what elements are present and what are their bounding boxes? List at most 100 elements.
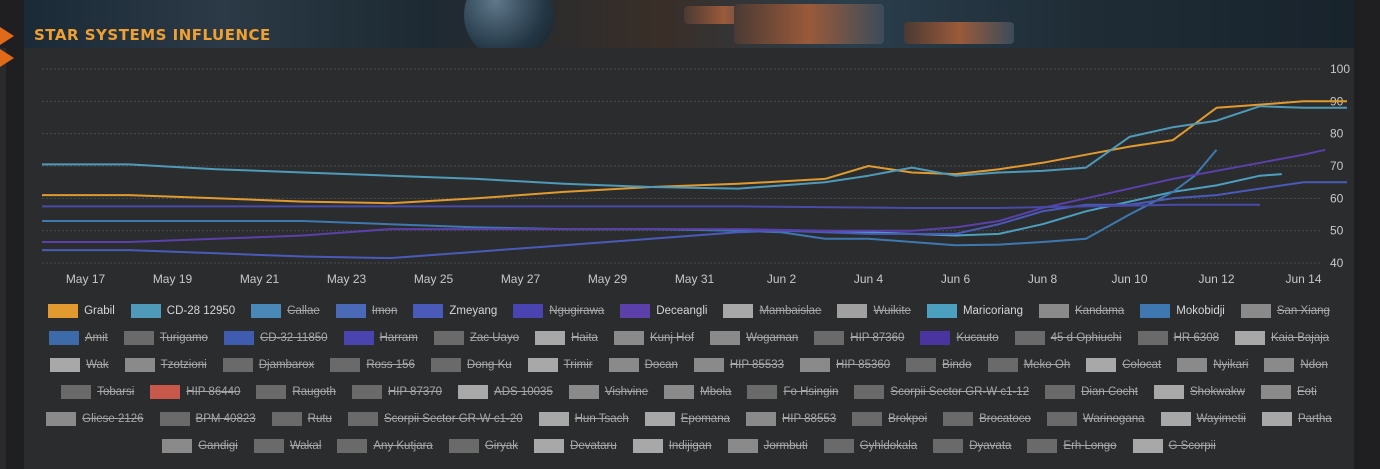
legend-item[interactable]: HIP 85360 (800, 358, 890, 372)
legend-item[interactable]: Brocatoco (943, 412, 1031, 426)
legend-item[interactable]: Partha (1261, 412, 1332, 426)
legend-item[interactable]: Turigamo (123, 331, 208, 345)
legend-item[interactable]: Nyikari (1177, 358, 1248, 372)
legend-item[interactable]: Jormbuti (727, 439, 808, 453)
legend-item[interactable]: 45 d Ophiuchi (1014, 331, 1122, 345)
series-line-mokobidji[interactable] (42, 149, 1218, 247)
legend-item[interactable]: Zac Uayo (433, 331, 519, 345)
legend-item[interactable]: Tobarsi (61, 385, 134, 399)
legend-item[interactable]: Mbola (664, 385, 731, 399)
legend-item[interactable]: Trimir (527, 358, 593, 372)
legend-item[interactable]: Bindo (906, 358, 972, 372)
legend-item[interactable]: Grabil (48, 304, 115, 318)
legend-item[interactable]: Mambaislae (723, 304, 821, 318)
legend-item[interactable]: Callae (251, 304, 320, 318)
legend-swatch (538, 412, 569, 426)
y-tick-label: 40 (1330, 256, 1344, 270)
legend-item[interactable]: Dian Cocht (1045, 385, 1138, 399)
legend-item[interactable]: Dong Ku (430, 358, 512, 372)
legend-item[interactable]: Deceangli (620, 304, 707, 318)
legend-item[interactable]: Kunj Hof (613, 331, 694, 345)
legend-item[interactable]: Rutu (271, 412, 332, 426)
legend-item[interactable]: Eoti (1260, 385, 1317, 399)
legend-item[interactable]: Amit (48, 331, 108, 345)
legend-swatch (1039, 304, 1070, 318)
legend-item[interactable]: Wayimetii (1160, 412, 1246, 426)
legend-item[interactable]: Dyavata (933, 439, 1011, 453)
x-tick-label: Jun 14 (1285, 272, 1321, 286)
legend-item[interactable]: Ngugirawa (513, 304, 604, 318)
legend-label: Nyikari (1213, 359, 1249, 371)
legend-item[interactable]: Raugoth (256, 385, 336, 399)
legend-item[interactable]: San Xiang (1240, 304, 1330, 318)
legend-label: CD-28 12950 (166, 305, 236, 317)
legend-item[interactable]: Devataru (534, 439, 617, 453)
legend-item[interactable]: ADS 10035 (458, 385, 553, 399)
legend-item[interactable]: Wogaman (710, 331, 798, 345)
legend-label: Haita (571, 332, 598, 344)
series-line-cd-28-12950[interactable] (42, 105, 1347, 190)
legend-item[interactable]: Scorpii Sector GR-W c1-20 (347, 412, 523, 426)
legend-item[interactable]: G Scorpii (1132, 439, 1216, 453)
legend-item[interactable]: Gandigi (162, 439, 238, 453)
series-line-grabil[interactable] (42, 100, 1347, 205)
legend-item[interactable]: Scorpii Sector GR-W c1-12 (854, 385, 1029, 399)
legend-label: Mambaislae (759, 305, 822, 317)
legend-swatch (48, 331, 79, 345)
series-line-zmeyang[interactable] (42, 181, 1347, 260)
legend-item[interactable]: Harram (343, 331, 418, 345)
legend-item[interactable]: Erh Longo (1027, 439, 1117, 453)
legend-item[interactable]: Kaia Bajaja (1234, 331, 1329, 345)
legend-item[interactable]: Ndon (1264, 358, 1328, 372)
legend-label: Hun Tsach (574, 413, 629, 425)
legend-item[interactable]: Shokwakw (1154, 385, 1245, 399)
legend-label: G Scorpii (1168, 440, 1216, 452)
legend-item[interactable]: Docan (608, 358, 678, 372)
legend-item[interactable]: Wakal (253, 439, 321, 453)
legend-item[interactable]: Giryak (448, 439, 518, 453)
legend-item[interactable]: Hun Tsach (538, 412, 629, 426)
series-line-deceangli[interactable] (42, 148, 1326, 243)
legend-swatch (1264, 358, 1295, 372)
legend-item[interactable]: CD-32 11850 (223, 331, 328, 345)
legend-item[interactable]: Imon (335, 304, 397, 318)
legend-item[interactable]: Maricoriang (926, 304, 1023, 318)
legend-swatch (1137, 331, 1168, 345)
legend-item[interactable]: Kucauto (920, 331, 999, 345)
legend-swatch (1160, 412, 1191, 426)
legend-item[interactable]: Wuikite (837, 304, 911, 318)
legend-item[interactable]: Fo Hsingin (747, 385, 838, 399)
legend-item[interactable]: Meko Oh (987, 358, 1070, 372)
legend-label: Ndon (1300, 359, 1328, 371)
legend-item[interactable]: Mokobidji (1140, 304, 1225, 318)
legend-item[interactable]: Zmeyang (413, 304, 497, 318)
legend-item[interactable]: HIP 87370 (351, 385, 442, 399)
x-tick-label: May 19 (153, 272, 193, 286)
legend-item[interactable]: Tzotzioni (124, 358, 207, 372)
legend-swatch (926, 304, 957, 318)
legend-item[interactable]: HR 6308 (1137, 331, 1219, 345)
legend-item[interactable]: HIP 85533 (693, 358, 784, 372)
legend-item[interactable]: Haita (535, 331, 598, 345)
legend-item[interactable]: Ross 156 (330, 358, 415, 372)
legend-item[interactable]: BPM 40823 (159, 412, 256, 426)
legend-item[interactable]: Djambarox (222, 358, 314, 372)
legend-item[interactable]: Colocat (1086, 358, 1161, 372)
legend-item[interactable]: Gliese 2126 (46, 412, 144, 426)
legend-item[interactable]: Wak (50, 358, 109, 372)
legend-item[interactable]: Kandama (1039, 304, 1124, 318)
legend-item[interactable]: CD-28 12950 (130, 304, 236, 318)
legend-item[interactable]: Epomana (644, 412, 730, 426)
legend-item[interactable]: Any Kutjara (337, 439, 433, 453)
legend-item[interactable]: Brokpoi (852, 412, 927, 426)
legend-item[interactable]: Vishvine (568, 385, 648, 399)
series-line-amit[interactable] (42, 203, 1260, 209)
legend-item[interactable]: Warinogana (1046, 412, 1145, 426)
legend-swatch (1086, 358, 1117, 372)
legend-item[interactable]: Gyhldokala (823, 439, 918, 453)
legend-item[interactable]: HIP 86440 (150, 385, 240, 399)
legend-label: Gyhldokala (859, 440, 918, 452)
legend-item[interactable]: HIP 88553 (746, 412, 836, 426)
legend-item[interactable]: HIP 87360 (814, 331, 904, 345)
legend-item[interactable]: Indijigan (632, 439, 712, 453)
